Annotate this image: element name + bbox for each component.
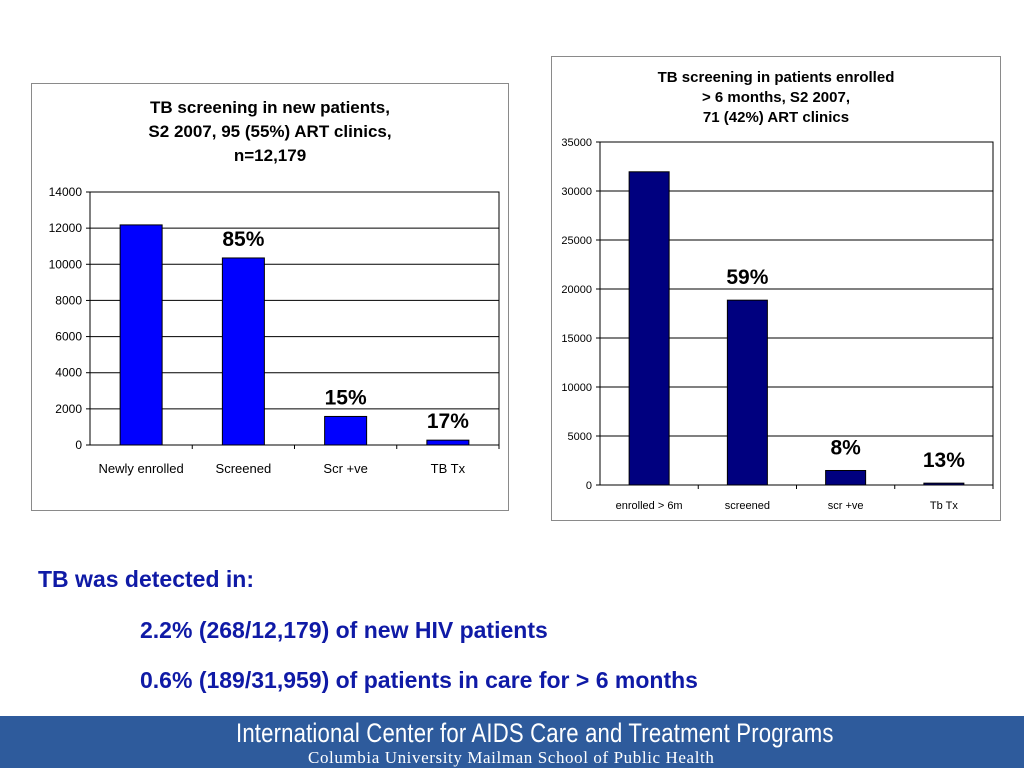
summary-line-in-care: 0.6% (189/31,959) of patients in care fo… (140, 667, 698, 693)
data-label: 59% (726, 266, 768, 289)
summary-heading: TB was detected in: (38, 566, 254, 592)
x-category-label: enrolled > 6m (616, 500, 683, 512)
x-category-label: Scr +ve (323, 461, 367, 476)
bar-chart-svg: 0 2000 4000 6000 8000 10000 12000 14000 Newly en… (49, 185, 500, 476)
summary-line-new-patients: 2.2% (268/12,179) of new HIV patients (140, 617, 548, 643)
x-category-label: Newly enrolled (98, 461, 183, 476)
y-tick-label: 15000 (561, 333, 592, 345)
footer-organization: International Center for AIDS Care and T… (236, 718, 834, 748)
data-label: 15% (325, 386, 367, 409)
chart-title-line: TB screening in new patients, (150, 98, 390, 117)
y-tick-label: 8000 (55, 293, 82, 307)
x-category-label: screened (725, 500, 770, 512)
y-tick-label: 10000 (49, 257, 83, 271)
data-label: 17% (427, 410, 469, 433)
bar (221, 257, 265, 446)
bar (119, 224, 163, 446)
chart-title-line: n=12,179 (233, 146, 307, 165)
y-tick-label: 0 (75, 438, 82, 452)
data-label: 8% (830, 436, 861, 459)
y-tick-label: 12000 (49, 221, 83, 235)
y-tick-label: 20000 (561, 284, 592, 296)
bar-chart-svg: 0 5000 10000 15000 20000 25000 30000 35000 enrol… (561, 137, 994, 512)
y-tick-label: 14000 (49, 185, 83, 199)
y-tick-label: 0 (586, 480, 592, 492)
chart-new-patients: TB screening in new patients, S2 2007, 9… (31, 83, 509, 511)
chart-title-line: S2 2007, 95 (55%) ART clinics, (148, 122, 392, 141)
y-tick-label: 25000 (561, 235, 592, 247)
chart-title: TB screening in patients enrolled > 6 mo… (552, 68, 1000, 128)
chart-title-line: > 6 months, S2 2007, (702, 89, 850, 106)
chart-patients-over-6-months: TB screening in patients enrolled > 6 mo… (551, 56, 1001, 521)
chart-title: TB screening in new patients, S2 2007, 9… (32, 96, 508, 168)
x-category-label: TB Tx (431, 461, 466, 476)
y-tick-label: 6000 (55, 330, 82, 344)
chart-title-line: 71 (42%) ART clinics (702, 109, 850, 126)
y-tick-label: 4000 (55, 366, 82, 380)
x-category-label: Screened (216, 461, 272, 476)
footer-banner: International Center for AIDS Care and T… (0, 716, 1024, 768)
y-tick-label: 2000 (55, 402, 82, 416)
bar (628, 171, 670, 486)
y-tick-label: 30000 (561, 186, 592, 198)
y-tick-label: 35000 (561, 137, 592, 149)
y-tick-label: 5000 (568, 431, 592, 443)
footer-school: Columbia University Mailman School of Pu… (308, 748, 715, 767)
data-label: 13% (923, 449, 965, 472)
bar (726, 299, 768, 486)
data-label: 85% (222, 228, 264, 251)
summary-section: TB was detected in: (38, 564, 254, 594)
bar (825, 469, 867, 486)
y-tick-label: 10000 (561, 382, 592, 394)
bar (426, 439, 470, 446)
bar (324, 415, 368, 446)
chart-title-line: TB screening in patients enrolled (657, 69, 895, 86)
x-category-label: Tb Tx (930, 500, 958, 512)
x-category-label: scr +ve (828, 500, 864, 512)
bar (923, 482, 965, 486)
